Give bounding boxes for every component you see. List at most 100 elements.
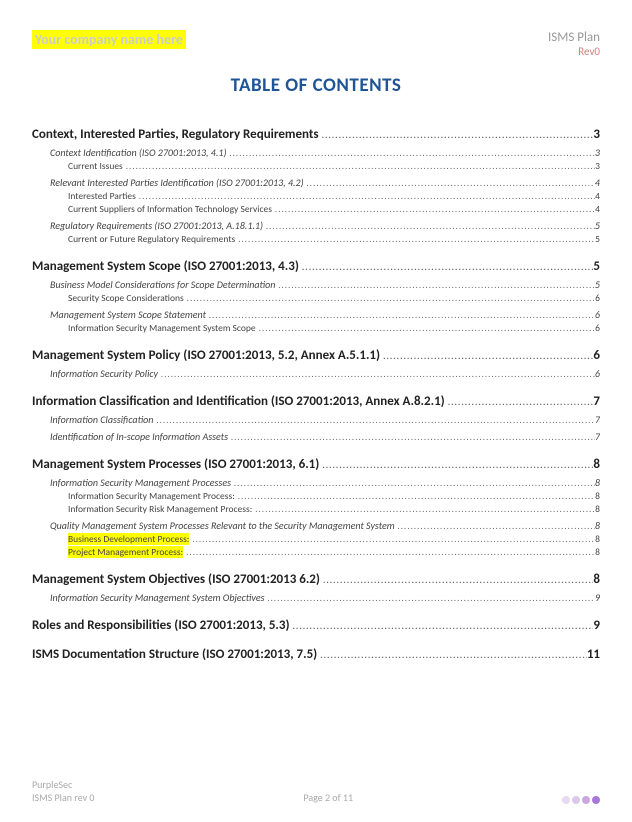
brand-dot	[572, 796, 580, 804]
toc-entry: Management System Processes (ISO 27001:2…	[32, 457, 600, 472]
toc-label: Business Development Process:	[68, 533, 189, 545]
toc-leader	[158, 369, 595, 380]
toc-label: Interested Parties	[68, 190, 136, 202]
toc-page: 8	[595, 519, 600, 532]
page-title: TABLE OF CONTENTS	[32, 74, 600, 97]
toc-leader	[184, 293, 596, 304]
toc-page: 5	[595, 278, 600, 291]
toc-leader	[235, 234, 595, 245]
toc-label: ISMS Documentation Structure (ISO 27001:…	[32, 647, 317, 662]
toc-entry: Management System Scope (ISO 27001:2013,…	[32, 259, 600, 274]
toc-page: 6	[595, 308, 600, 321]
toc-page: 8	[595, 533, 600, 545]
toc-page: 6	[593, 348, 600, 363]
toc-entry: Management System Policy (ISO 27001:2013…	[32, 348, 600, 363]
toc-leader	[304, 178, 595, 189]
toc-page: 6	[595, 322, 600, 334]
toc-leader	[228, 432, 595, 443]
toc-entry: Relevant Interested Parties Identificati…	[32, 176, 600, 189]
header-right: ISMS Plan Rev0	[548, 30, 600, 58]
toc-leader	[206, 310, 595, 321]
toc-page: 4	[595, 176, 600, 189]
toc-label: Relevant Interested Parties Identificati…	[50, 176, 304, 189]
toc-page: 3	[595, 146, 600, 159]
toc-label: Management System Scope (ISO 27001:2013,…	[32, 259, 299, 274]
toc-page: 8	[593, 457, 600, 472]
toc-leader	[299, 262, 594, 273]
toc-leader	[290, 621, 594, 632]
toc-page: 8	[595, 546, 600, 558]
brand-dot	[592, 796, 600, 804]
toc-page: 9	[595, 591, 600, 604]
toc-leader	[395, 521, 595, 532]
toc-page: 8	[595, 476, 600, 489]
toc-leader	[263, 221, 595, 232]
toc-label: Quality Management System Processes Rele…	[50, 519, 395, 532]
toc-label: Information Classification	[50, 413, 153, 426]
toc-label: Project Management Process:	[68, 546, 183, 558]
toc-page: 7	[595, 413, 600, 426]
toc-page: 6	[595, 367, 600, 380]
toc-page: 8	[593, 572, 600, 587]
toc-label: Information Security Risk Management Pro…	[68, 503, 252, 515]
toc-page: 4	[595, 190, 600, 202]
toc-leader	[189, 534, 595, 545]
toc-label: Information Classification and Identific…	[32, 394, 445, 409]
toc-page: 11	[587, 647, 600, 662]
toc-entry: Roles and Responsibilities (ISO 27001:20…	[32, 618, 600, 633]
toc-entry: Interested Parties 4	[32, 190, 600, 202]
toc-label: Information Security Policy	[50, 367, 158, 380]
toc-page: 8	[595, 503, 600, 515]
brand-dot	[562, 796, 570, 804]
toc-entry: Project Management Process: 8	[32, 546, 600, 558]
toc-entry: Context, Interested Parties, Regulatory …	[32, 127, 600, 142]
toc-leader	[153, 415, 594, 426]
toc-label: Management System Policy (ISO 27001:2013…	[32, 348, 380, 363]
toc-leader	[319, 130, 594, 141]
toc-entry: Information Classification 7	[32, 413, 600, 426]
toc-entry: Identification of In-scope Information A…	[32, 430, 600, 443]
toc-label: Information Security Management System S…	[68, 322, 256, 334]
toc-page: 4	[595, 203, 600, 215]
toc-label: Regulatory Requirements (ISO 27001:2013,…	[50, 219, 263, 232]
toc-leader	[235, 491, 595, 502]
toc-label: Management System Processes (ISO 27001:2…	[32, 457, 319, 472]
toc-label: Business Model Considerations for Scope …	[50, 278, 275, 291]
revision-label: Rev0	[548, 45, 600, 58]
toc-label: Current Suppliers of Information Technol…	[68, 203, 272, 215]
toc-entry: Current Issues 3	[32, 160, 600, 172]
footer-brand: PurpleSec	[32, 778, 94, 791]
footer-left: PurpleSec ISMS Plan rev 0	[32, 778, 94, 804]
toc-entry: Information Security Management System S…	[32, 322, 600, 334]
toc-leader	[265, 593, 595, 604]
toc-leader	[136, 191, 595, 202]
toc-page: 6	[595, 292, 600, 304]
toc-label: Information Security Management Processe…	[50, 476, 231, 489]
toc-leader	[272, 204, 595, 215]
toc-label: Identification of In-scope Information A…	[50, 430, 228, 443]
page-footer: PurpleSec ISMS Plan rev 0 Page 2 of 11	[32, 778, 600, 804]
toc-leader	[252, 504, 595, 515]
toc-leader	[380, 351, 593, 362]
footer-dots	[562, 796, 600, 804]
toc-label: Current Issues	[68, 160, 123, 172]
toc-entry: Information Security Policy 6	[32, 367, 600, 380]
toc-leader	[319, 460, 593, 471]
toc-leader	[123, 161, 595, 172]
toc-leader	[231, 478, 595, 489]
toc-page: 8	[595, 490, 600, 502]
toc-entry: Management System Objectives (ISO 27001:…	[32, 572, 600, 587]
toc-entry: Information Classification and Identific…	[32, 394, 600, 409]
table-of-contents: Context, Interested Parties, Regulatory …	[32, 127, 600, 662]
toc-label: Context, Interested Parties, Regulatory …	[32, 127, 319, 142]
toc-leader	[227, 148, 595, 159]
toc-entry: Information Security Management Processe…	[32, 476, 600, 489]
toc-label: Current or Future Regulatory Requirement…	[68, 233, 235, 245]
toc-leader	[183, 547, 595, 558]
toc-leader	[317, 650, 587, 661]
toc-label: Context Identification (ISO 27001:2013, …	[50, 146, 227, 159]
footer-doc-rev: ISMS Plan rev 0	[32, 791, 94, 804]
toc-entry: Business Model Considerations for Scope …	[32, 278, 600, 291]
toc-page: 9	[593, 618, 600, 633]
toc-page: 3	[593, 127, 600, 142]
